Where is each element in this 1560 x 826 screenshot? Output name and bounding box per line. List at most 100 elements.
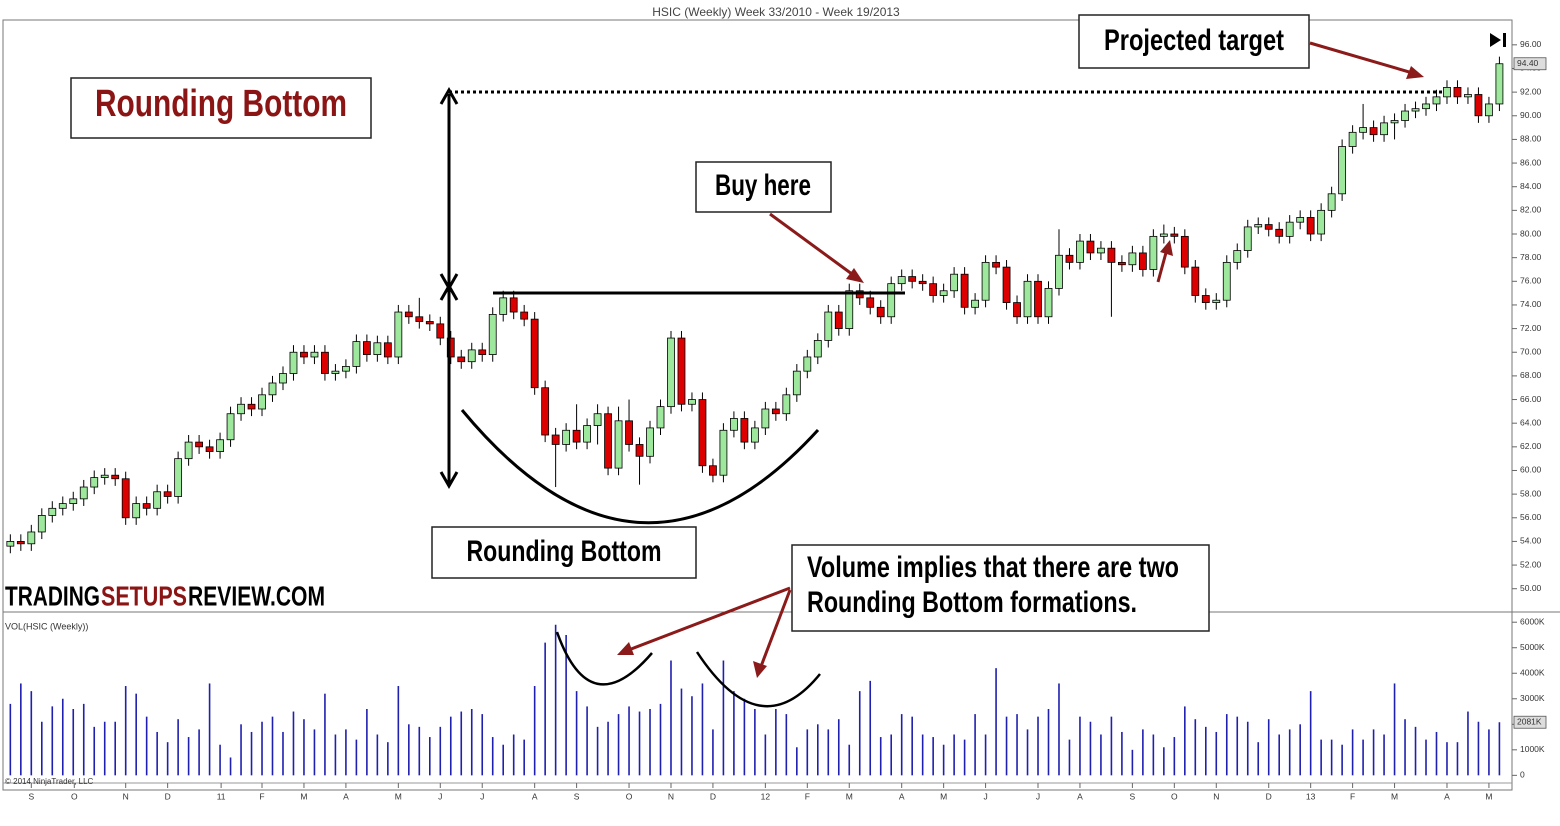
candle-body — [950, 273, 959, 292]
copyright: © 2014 NinjaTrader, LLC — [5, 777, 94, 786]
candle-body — [331, 370, 340, 374]
y-tick-label: 84.00 — [1520, 181, 1542, 191]
candle-body — [551, 434, 560, 445]
candle-body — [1369, 127, 1378, 136]
candle-body — [509, 297, 518, 313]
candle-body — [1055, 254, 1063, 289]
candle-body — [688, 399, 696, 405]
volume-title: VOL(HSIC (Weekly)) — [5, 621, 88, 631]
candle-body — [1495, 63, 1504, 105]
x-tick-label: A — [1077, 791, 1083, 801]
candle-body — [1432, 96, 1441, 105]
x-tick-label: O — [1171, 791, 1178, 801]
scroll-end-icon[interactable] — [1490, 33, 1506, 47]
y-tick-label: 58.00 — [1520, 488, 1542, 498]
annotation-box — [70, 77, 372, 139]
candle-body — [1138, 252, 1147, 270]
x-tick-label: A — [899, 791, 905, 801]
candle-body — [803, 356, 812, 372]
candle-body — [971, 299, 979, 308]
candle-body — [1464, 94, 1472, 98]
y-tick-label: 0 — [1520, 770, 1525, 780]
candle-body — [908, 276, 917, 282]
candle-body — [730, 418, 738, 431]
candle-body — [247, 403, 256, 410]
candle-body — [90, 477, 99, 488]
candle-body — [782, 394, 791, 415]
candle-body — [709, 465, 717, 476]
candle-body — [845, 290, 854, 329]
y-tick-label: 92.00 — [1520, 86, 1542, 96]
x-tick-label: N — [668, 791, 674, 801]
x-tick-label: 11 — [217, 791, 226, 801]
x-tick-label: M — [846, 791, 853, 801]
candle-body — [1453, 86, 1462, 98]
x-tick-label: M — [1485, 791, 1492, 801]
candle-body — [960, 273, 969, 308]
candle-body — [719, 429, 728, 476]
y-tick-label: 56.00 — [1520, 512, 1542, 522]
volume-note: Rounding Bottom formations. — [807, 586, 1137, 619]
y-tick-label: 50.00 — [1520, 583, 1542, 593]
candle-body — [1118, 261, 1126, 266]
candle-body — [981, 261, 990, 301]
annotation-box — [431, 526, 697, 579]
candle-body — [226, 413, 235, 441]
candle-body — [478, 349, 487, 356]
plot-frame — [2, 19, 1513, 791]
candle-body — [1474, 94, 1483, 117]
x-tick-label: 13 — [1306, 791, 1316, 801]
y-tick-label: 96.00 — [1520, 39, 1542, 49]
pattern-label: Rounding Bottom — [95, 83, 347, 125]
x-tick-label: J — [438, 791, 442, 801]
y-tick-label: 52.00 — [1520, 559, 1542, 569]
candle-body — [394, 311, 403, 358]
candle-body — [300, 351, 308, 358]
candle-body — [1023, 280, 1032, 318]
y-tick-label: 1000K — [1520, 744, 1545, 754]
annotation-box — [791, 544, 1210, 632]
x-tick-label: J — [983, 791, 987, 801]
candle-body — [174, 458, 183, 497]
x-tick-label: A — [532, 791, 538, 801]
candle-body — [1013, 302, 1021, 318]
x-tick-label: M — [1391, 791, 1398, 801]
candle-body — [1306, 217, 1315, 235]
candle-body — [1044, 287, 1053, 318]
y-tick-label: 66.00 — [1520, 394, 1542, 404]
x-tick-label: F — [1350, 791, 1355, 801]
volume-curve — [555, 631, 653, 686]
candle-body — [1107, 247, 1116, 263]
candle-body — [132, 503, 141, 519]
candle-body — [184, 441, 193, 460]
candle-body — [593, 413, 602, 426]
candle-body — [530, 318, 539, 389]
candle-body — [1159, 233, 1168, 237]
y-tick-label: 3000K — [1520, 693, 1545, 703]
candle-body — [1243, 226, 1252, 251]
candle-body — [205, 446, 214, 452]
y-tick-label: 90.00 — [1520, 110, 1542, 120]
candle-body — [1296, 217, 1305, 223]
candle-body — [488, 314, 497, 356]
watermark: SETUPS — [101, 580, 187, 611]
y-tick-label: 76.00 — [1520, 276, 1542, 286]
candle-body — [635, 444, 644, 457]
candle-body — [1380, 122, 1388, 136]
y-tick-label: 88.00 — [1520, 134, 1542, 144]
rounding-curve — [460, 409, 820, 525]
candle-body — [740, 418, 749, 443]
candle-body — [792, 370, 801, 396]
candle-body — [352, 341, 361, 367]
candle-body — [1422, 103, 1430, 110]
x-tick-label: N — [123, 791, 129, 801]
y-tick-label: 4000K — [1520, 668, 1545, 678]
y-tick-label: 60.00 — [1520, 465, 1542, 475]
candle-body — [1191, 266, 1200, 296]
candle-body — [1338, 146, 1347, 195]
candle-body — [48, 507, 57, 516]
x-tick-label: A — [1444, 791, 1450, 801]
candle-body — [1348, 131, 1357, 147]
candle-body — [1128, 252, 1137, 266]
candle-body — [677, 337, 686, 405]
